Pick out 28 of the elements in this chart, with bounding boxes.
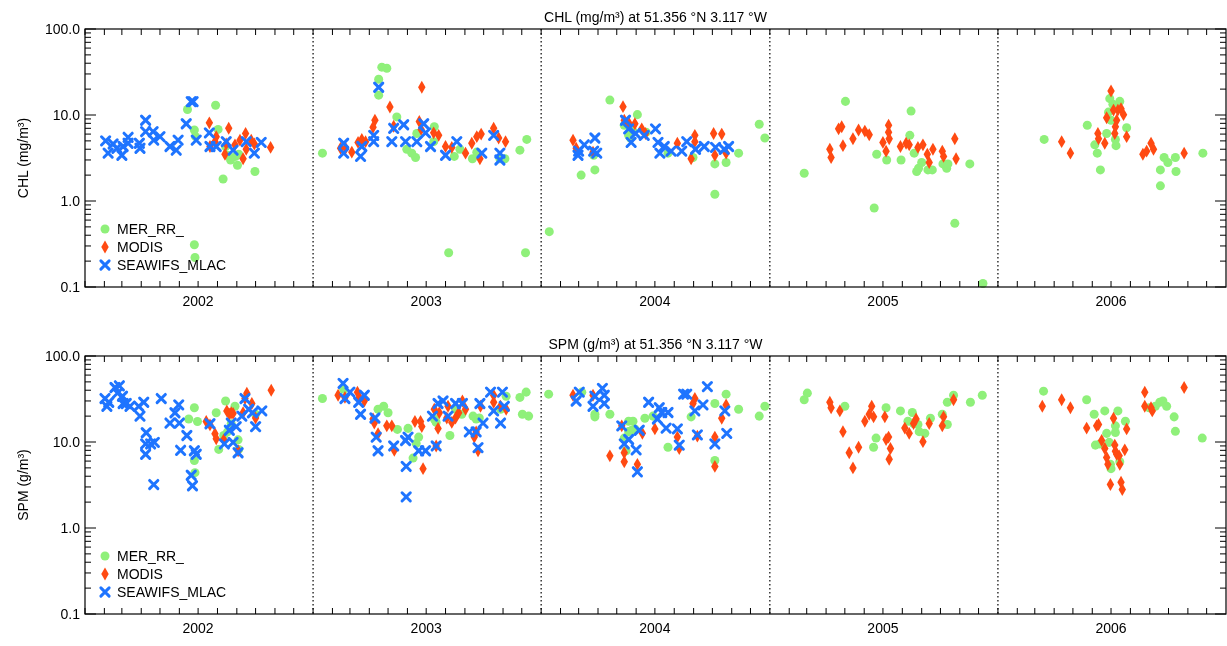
y-tick-label: 0.1 [60, 606, 81, 622]
y-tick-label: 0.1 [60, 279, 81, 295]
y-axis-title: SPM (g/m³) [15, 449, 31, 521]
legend-label: SEAWIFS_MLAC [117, 257, 227, 273]
x-tick-label: 2002 [182, 620, 214, 636]
chart-title: CHL (mg/m³) at 51.356 °N 3.117 °W [544, 9, 768, 25]
y-tick-label: 1.0 [60, 193, 81, 209]
x-tick-label: 2002 [182, 293, 214, 309]
x-tick-label: 2004 [639, 293, 671, 309]
x-tick-label: 2003 [410, 620, 442, 636]
legend-label: MER_RR_ [117, 221, 185, 237]
legend-label: MODIS [117, 566, 163, 582]
x-tick-label: 2005 [867, 620, 899, 636]
y-tick-label: 100.0 [44, 348, 81, 364]
x-tick-label: 2006 [1095, 293, 1127, 309]
x-tick-label: 2006 [1095, 620, 1127, 636]
x-tick-label: 2003 [410, 293, 442, 309]
legend-label: SEAWIFS_MLAC [117, 584, 227, 600]
y-tick-label: 100.0 [44, 21, 81, 37]
x-tick-label: 2005 [867, 293, 899, 309]
y-tick-label: 1.0 [60, 520, 81, 536]
x-tick-label: 2004 [639, 620, 671, 636]
legend-label: MODIS [117, 239, 163, 255]
chart-title: SPM (g/m³) at 51.356 °N 3.117 °W [548, 336, 764, 352]
y-tick-label: 10.0 [52, 107, 81, 123]
y-tick-label: 10.0 [52, 434, 81, 450]
legend-label: MER_RR_ [117, 548, 185, 564]
y-axis-title: CHL (mg/m³) [15, 117, 31, 199]
